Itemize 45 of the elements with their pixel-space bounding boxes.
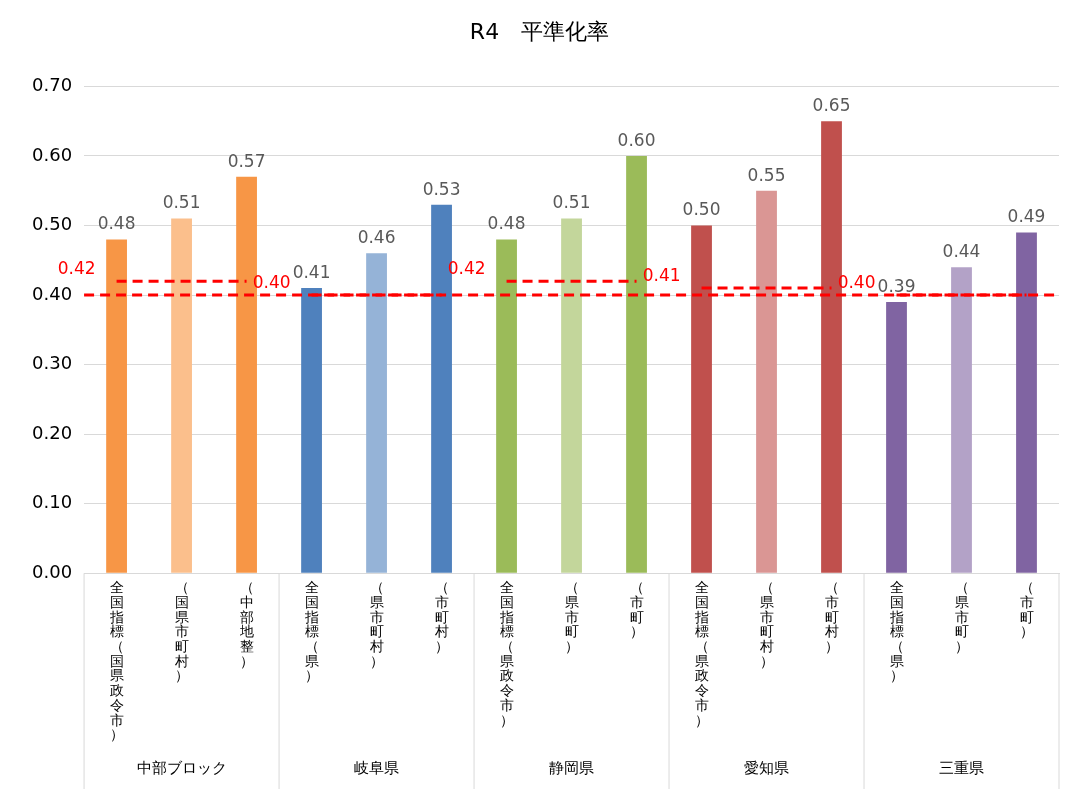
data-label: 0.48 bbox=[97, 213, 136, 234]
x-tick-label: （市町村） bbox=[433, 579, 449, 655]
data-label: 0.65 bbox=[812, 95, 851, 116]
x-tick-label: （県市町村） bbox=[758, 579, 774, 669]
data-label: 0.60 bbox=[617, 129, 656, 150]
data-label: 0.49 bbox=[1007, 206, 1046, 227]
x-tick-label: （県市町村） bbox=[368, 579, 384, 669]
category-label: 全国指標（国県政令市） bbox=[109, 579, 124, 743]
text: 岐阜県 bbox=[354, 758, 400, 777]
data-label: 0.53 bbox=[422, 178, 461, 199]
category-label: 全国指標（県政令市） bbox=[499, 579, 514, 728]
category-label: 全国指標（県政令市） bbox=[694, 579, 709, 728]
text: 三重県 bbox=[939, 758, 985, 777]
x-tick-label: （市町） bbox=[629, 579, 644, 640]
x-tick-label: （国県市町村） bbox=[173, 579, 189, 684]
text: 静岡県 bbox=[549, 758, 595, 777]
data-label: 0.48 bbox=[487, 213, 526, 234]
y-tick-label: 0.40 bbox=[32, 282, 73, 304]
chart-title: R4 平準化率 bbox=[469, 18, 610, 44]
y-tick-label: 0.50 bbox=[32, 213, 73, 235]
data-label: 0.55 bbox=[747, 164, 786, 185]
x-tick-label: （県市町） bbox=[564, 579, 579, 655]
y-tick-label: 0.30 bbox=[32, 352, 73, 374]
data-label: 0.46 bbox=[357, 227, 396, 248]
x-tick-label: （中部地整） bbox=[238, 579, 254, 669]
data-label: 0.44 bbox=[942, 241, 981, 262]
y-tick-label: 0.10 bbox=[32, 491, 73, 513]
y-tick-label: 0.70 bbox=[32, 74, 73, 96]
x-tick-label: 全国指標（県） bbox=[888, 579, 904, 684]
x-tick-label: 全国指標（県） bbox=[303, 579, 319, 684]
y-tick-label: 0.20 bbox=[32, 421, 73, 443]
y-tick-label: 0.60 bbox=[32, 143, 73, 165]
y-tick-label: 0.00 bbox=[32, 560, 73, 582]
data-label: 0.41 bbox=[292, 262, 331, 283]
x-tick-label: （県市町） bbox=[954, 579, 969, 655]
data-label: 0.51 bbox=[162, 192, 201, 213]
data-label: 0.42 bbox=[57, 258, 96, 279]
x-tick-label: （市町村） bbox=[823, 579, 839, 655]
data-label: 0.51 bbox=[552, 192, 591, 213]
data-label: 0.50 bbox=[682, 199, 721, 220]
data-label: 0.39 bbox=[877, 275, 916, 296]
text: 中部ブロック bbox=[136, 758, 227, 777]
x-tick-label: （市町） bbox=[1019, 579, 1034, 640]
text: 愛知県 bbox=[744, 758, 790, 777]
data-label: 0.57 bbox=[227, 150, 266, 171]
